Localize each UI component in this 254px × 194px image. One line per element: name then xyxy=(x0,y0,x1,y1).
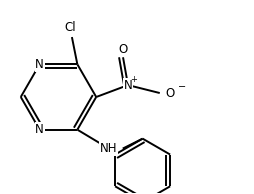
Text: NH: NH xyxy=(100,142,118,155)
Text: N: N xyxy=(35,58,44,71)
Text: O: O xyxy=(165,87,174,100)
Text: +: + xyxy=(131,75,137,84)
Text: Cl: Cl xyxy=(64,21,76,34)
Text: N: N xyxy=(35,123,44,136)
Text: O: O xyxy=(118,43,128,56)
Text: −: − xyxy=(178,82,186,92)
Text: N: N xyxy=(124,79,132,92)
